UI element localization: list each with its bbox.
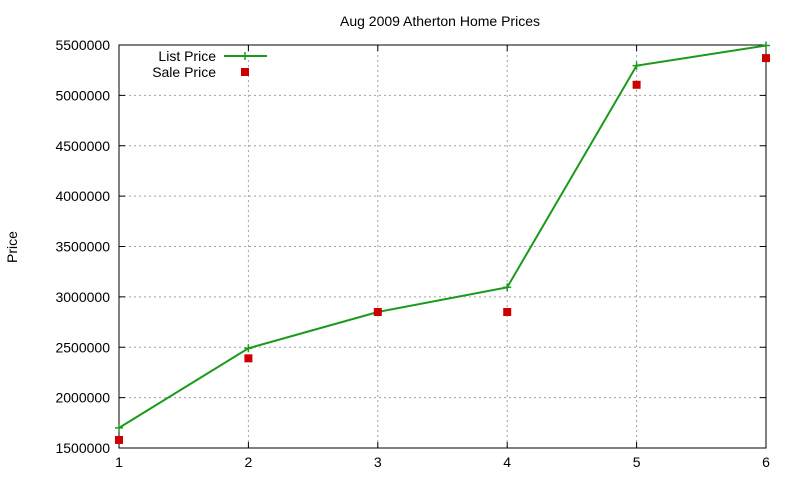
y-tick-label: 3000000 xyxy=(55,289,110,305)
y-tick-label: 5500000 xyxy=(55,37,110,53)
y-tick-label: 5000000 xyxy=(55,87,110,103)
y-tick-label: 4500000 xyxy=(55,138,110,154)
sale-price-point xyxy=(503,307,512,316)
sale-price-point xyxy=(244,354,253,363)
chart-title: Aug 2009 Atherton Home Prices xyxy=(340,13,540,29)
x-tick-label: 1 xyxy=(115,454,123,470)
legend-label-list-price: List Price xyxy=(158,48,216,64)
list-price-point xyxy=(503,283,512,292)
list-price-point xyxy=(244,344,253,353)
y-tick-label: 1500000 xyxy=(55,440,110,456)
grid-lines xyxy=(119,45,766,448)
sale-price-point xyxy=(373,307,382,316)
list-price-point xyxy=(762,41,770,50)
x-tick-label: 4 xyxy=(503,454,511,470)
data-series xyxy=(115,41,770,444)
y-tick-label: 3500000 xyxy=(55,239,110,255)
list-price-point xyxy=(115,423,123,432)
sale-price-point xyxy=(762,54,770,63)
y-tick-label: 4000000 xyxy=(55,188,110,204)
y-axis-label: Price xyxy=(4,231,20,263)
x-tick-label: 6 xyxy=(762,454,770,470)
x-axis-ticks: 1 2 3 4 5 6 xyxy=(115,45,770,470)
x-tick-label: 5 xyxy=(633,454,641,470)
x-tick-label: 2 xyxy=(245,454,253,470)
list-price-line xyxy=(118,44,767,429)
y-tick-label: 2500000 xyxy=(55,339,110,355)
plot-border xyxy=(118,44,767,449)
legend-swatch-sale-price xyxy=(241,68,249,76)
list-price-point xyxy=(632,61,641,70)
sale-price-point xyxy=(632,80,641,89)
y-tick-label: 2000000 xyxy=(55,390,110,406)
x-tick-label: 3 xyxy=(374,454,382,470)
y-axis-ticks: 1500000 2000000 2500000 3000000 3500000 40000… xyxy=(55,37,766,456)
plot-frame xyxy=(118,44,767,449)
legend-label-sale-price: Sale Price xyxy=(152,64,216,80)
sale-price-point xyxy=(115,435,123,444)
